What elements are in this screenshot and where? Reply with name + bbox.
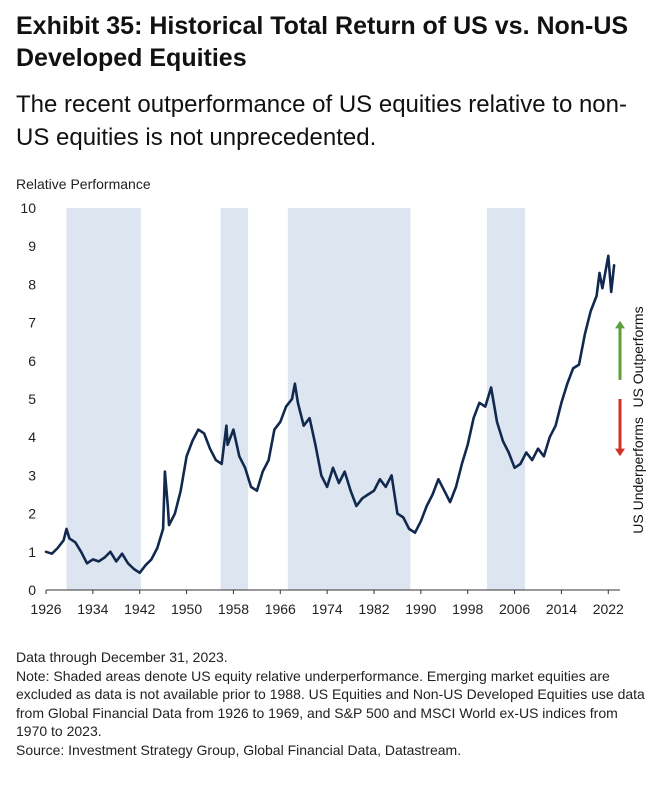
up-arrow-head — [615, 320, 625, 329]
shaded-period-3 — [287, 208, 411, 590]
chart-title: Exhibit 35: Historical Total Return of U… — [16, 12, 629, 72]
y-axis-label: Relative Performance — [16, 176, 151, 192]
y-tick-label: 3 — [28, 467, 36, 483]
shaded-periods — [66, 208, 526, 590]
source-note: Source: Investment Strategy Group, Globa… — [16, 741, 462, 758]
series-lines — [44, 254, 616, 575]
down-arrow-head — [615, 448, 625, 457]
y-tick-label: 7 — [28, 315, 36, 331]
us-outperforms-label: US Outperforms — [630, 306, 646, 407]
chart-subtitle: The recent outperformance of US equities… — [16, 91, 627, 151]
us-underperforms-label: US Underperforms — [630, 417, 646, 534]
x-tick-label: 1950 — [171, 601, 202, 617]
x-tick-label: 1998 — [452, 601, 483, 617]
x-tick-label: 1934 — [77, 601, 108, 617]
x-tick-label: 2022 — [593, 601, 624, 617]
notes: Data through December 31, 2023. Note: Sh… — [16, 648, 646, 760]
y-tick-label: 1 — [28, 544, 36, 560]
x-tick-label: 1966 — [265, 601, 296, 617]
y-tick-label: 2 — [28, 506, 36, 522]
x-tick-label: 1942 — [124, 601, 155, 617]
x-tick-label: 1974 — [312, 601, 343, 617]
methodology-note: Note: Shaded areas denote US equity rela… — [16, 667, 645, 740]
x-tick-label: 2006 — [499, 601, 530, 617]
y-tick-label: 10 — [20, 200, 36, 216]
x-axis: 1926 1934 1942 1950 1958 1966 1974 1982 1990 1998… — [30, 589, 624, 617]
y-tick-label: 5 — [28, 391, 36, 407]
data-through-note: Data through December 31, 2023. — [16, 649, 228, 665]
y-tick-label: 0 — [28, 582, 36, 598]
x-tick-label: 1990 — [405, 601, 436, 617]
y-tick-label: 8 — [28, 276, 36, 292]
y-tick-label: 6 — [28, 353, 36, 369]
x-tick-label: 1926 — [30, 601, 61, 617]
y-axis: 0 1 2 3 4 5 6 7 8 9 10 — [20, 200, 36, 598]
x-tick-label: 1958 — [218, 601, 249, 617]
y-tick-label: 4 — [28, 429, 36, 445]
series-line-1 — [44, 254, 616, 575]
shaded-period-2 — [220, 208, 249, 590]
x-tick-label: 2014 — [546, 601, 577, 617]
y-tick-label: 9 — [28, 238, 36, 254]
annotations: US Outperforms US Underperforms — [615, 306, 646, 534]
line-chart: 0 1 2 3 4 5 6 7 8 9 10 1926 1934 1942 1950 1958 1966 197… — [20, 200, 646, 617]
x-tick-label: 1982 — [358, 601, 389, 617]
shaded-period-1 — [66, 208, 141, 590]
